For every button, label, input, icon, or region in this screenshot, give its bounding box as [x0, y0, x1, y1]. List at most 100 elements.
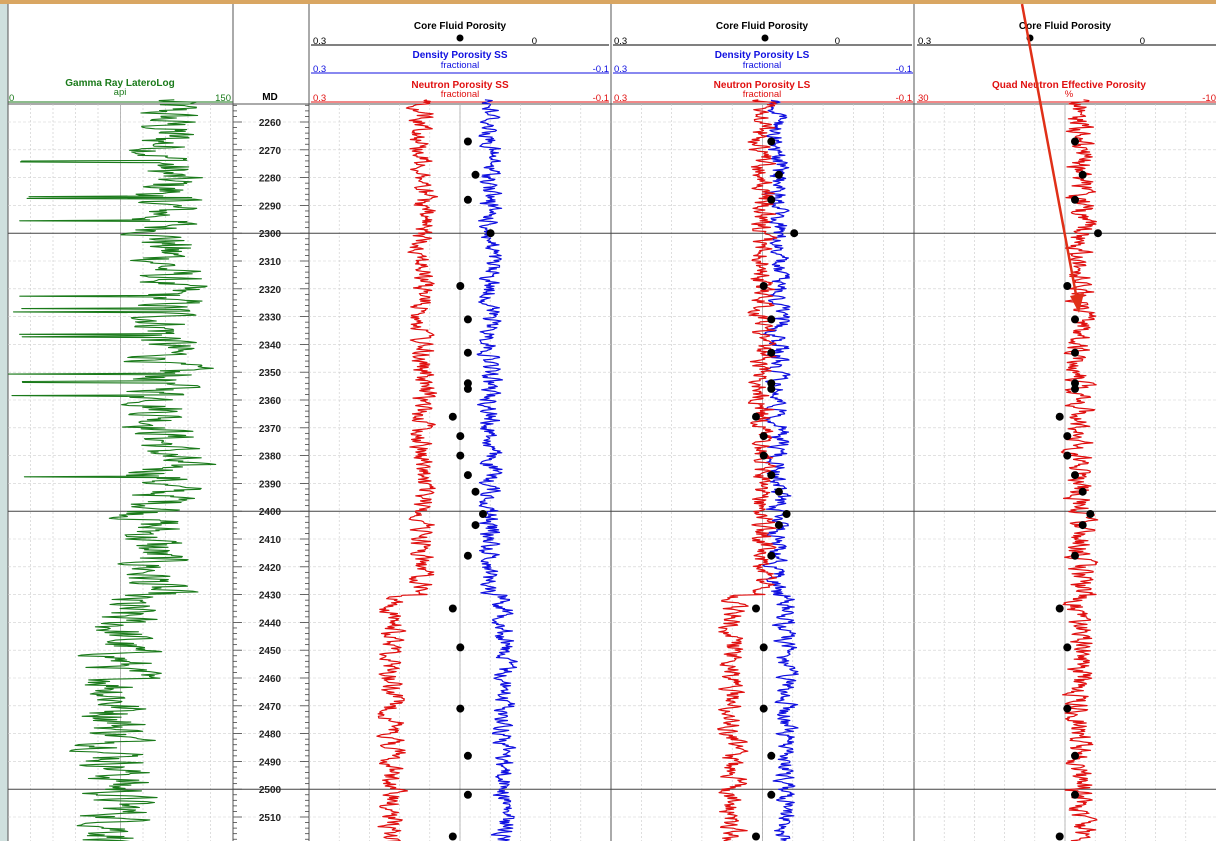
- core-point-2-16: [1071, 551, 1079, 560]
- core-point-1-19: [759, 704, 768, 713]
- md-tick-label-2460: 2460: [259, 674, 282, 685]
- core-point-1-13: [774, 487, 783, 496]
- md-tick-label-2490: 2490: [259, 757, 282, 768]
- density-porosity-ls-curve: [762, 99, 799, 841]
- core-point-0-2: [463, 195, 472, 204]
- core-point-2-7: [1071, 379, 1079, 388]
- core-point-1-18: [759, 643, 768, 652]
- md-tick-label-2420: 2420: [259, 563, 282, 574]
- md-tick-label-2330: 2330: [259, 313, 282, 324]
- core-point-0-13: [471, 487, 480, 496]
- neutron-ls-title: Neutron Porosity LS: [714, 80, 811, 91]
- gamma-unit: api: [114, 87, 127, 98]
- core-point-2-3: [1094, 229, 1102, 238]
- core-point-2-13: [1078, 487, 1087, 496]
- md-tick-label-2260: 2260: [259, 118, 282, 129]
- core-point-2-18: [1063, 643, 1072, 652]
- core-point-1-12: [767, 471, 776, 480]
- md-tick-label-2510: 2510: [259, 813, 282, 824]
- density-ls-right: -0.1: [896, 64, 912, 75]
- core-point-1-3: [790, 229, 799, 238]
- core-point-0-6: [463, 348, 472, 357]
- md-ticks: 2260 2270 2280 2290 2300 2310 2320 2330 2340 2350…: [233, 104, 309, 840]
- core-point-1-10: [759, 432, 768, 441]
- md-tick-label-2440: 2440: [259, 618, 282, 629]
- core-point-2-10: [1063, 432, 1072, 441]
- md-tick-label-2470: 2470: [259, 702, 282, 713]
- neutron-porosity-ls-curve: [717, 99, 778, 841]
- density-ls-title: Density Porosity LS: [715, 50, 810, 61]
- density-ss-title: Density Porosity SS: [412, 50, 507, 61]
- core-point-0-7: [463, 379, 472, 388]
- core-point-2-14: [1086, 510, 1095, 518]
- gamma-ray-curve: [8, 99, 217, 841]
- top-banner: [0, 0, 1216, 4]
- core-point-2-15: [1078, 521, 1087, 530]
- neutron-porosity-ss-curve: [376, 99, 439, 841]
- annotation-arrow: [1020, 3, 1084, 313]
- density-ls-left: 0.3: [614, 64, 627, 75]
- core-point-1-11: [759, 451, 768, 460]
- core-point-1-16: [767, 551, 776, 560]
- core-point-1-0: [767, 137, 776, 146]
- core-legend-dot-ls: [761, 34, 769, 42]
- core-point-2-22: [1055, 832, 1064, 841]
- core-point-1-17: [752, 604, 760, 613]
- md-tick-label-2400: 2400: [259, 507, 282, 518]
- core-point-0-17: [448, 604, 457, 613]
- core-point-2-0: [1071, 137, 1079, 146]
- core-point-0-22: [448, 832, 457, 841]
- md-tick-label-2380: 2380: [259, 452, 282, 463]
- core-title-quad: Core Fluid Porosity: [1019, 21, 1112, 32]
- core-point-0-10: [456, 432, 465, 441]
- core-left-quad: 0.3: [918, 36, 931, 47]
- core-point-1-2: [767, 195, 776, 204]
- density-ss-right: -0.1: [593, 64, 609, 75]
- density-ss-left: 0.3: [313, 64, 326, 75]
- arrow-shaft: [1020, 3, 1079, 301]
- arrow-head: [1070, 293, 1084, 313]
- neutron-ss-unit: fractional: [441, 89, 480, 100]
- density-porosity-ss-curve: [476, 99, 518, 841]
- core-point-2-5: [1071, 315, 1079, 324]
- md-tick-label-2300: 2300: [259, 229, 282, 240]
- md-label: MD: [262, 92, 278, 103]
- md-tick-label-2290: 2290: [259, 201, 282, 212]
- core-point-0-1: [471, 170, 480, 179]
- core-point-0-16: [463, 551, 472, 560]
- core-point-0-19: [456, 704, 465, 713]
- core-point-2-8: [1071, 384, 1079, 393]
- core-right-ss: 0: [532, 36, 537, 47]
- md-tick-label-2430: 2430: [259, 591, 282, 602]
- quad-title: Quad Neutron Effective Porosity: [992, 80, 1146, 91]
- core-point-0-14: [479, 510, 487, 518]
- md-tick-label-2500: 2500: [259, 785, 282, 796]
- core-point-2-21: [1071, 790, 1079, 799]
- md-tick-label-2340: 2340: [259, 340, 282, 351]
- quad-left: 30: [918, 93, 929, 104]
- core-point-1-5: [767, 315, 776, 324]
- neutron-ls-left: 0.3: [614, 93, 627, 104]
- core-point-1-8: [767, 384, 776, 393]
- core-point-2-11: [1063, 451, 1072, 460]
- core-left-ls: 0.3: [614, 36, 627, 47]
- core-point-2-4: [1063, 282, 1072, 290]
- core-point-2-2: [1071, 195, 1079, 204]
- core-point-1-14: [782, 510, 791, 518]
- core-point-2-1: [1078, 170, 1087, 179]
- core-point-1-6: [767, 348, 776, 357]
- core-point-0-15: [471, 521, 480, 530]
- gamma-max: 150: [215, 93, 231, 104]
- md-tick-label-2320: 2320: [259, 285, 282, 296]
- core-point-0-4: [456, 282, 465, 290]
- core-left-ss: 0.3: [313, 36, 326, 47]
- curves: [8, 99, 1099, 841]
- core-point-2-19: [1063, 704, 1072, 713]
- core-point-1-7: [767, 379, 776, 388]
- md-tick-label-2370: 2370: [259, 424, 282, 435]
- core-point-1-4: [759, 282, 768, 290]
- left-frame: [0, 0, 8, 841]
- core-point-0-21: [463, 790, 472, 799]
- quad-right: -10: [1202, 93, 1216, 104]
- quad-neutron-effective-porosity-curve: [1060, 99, 1099, 841]
